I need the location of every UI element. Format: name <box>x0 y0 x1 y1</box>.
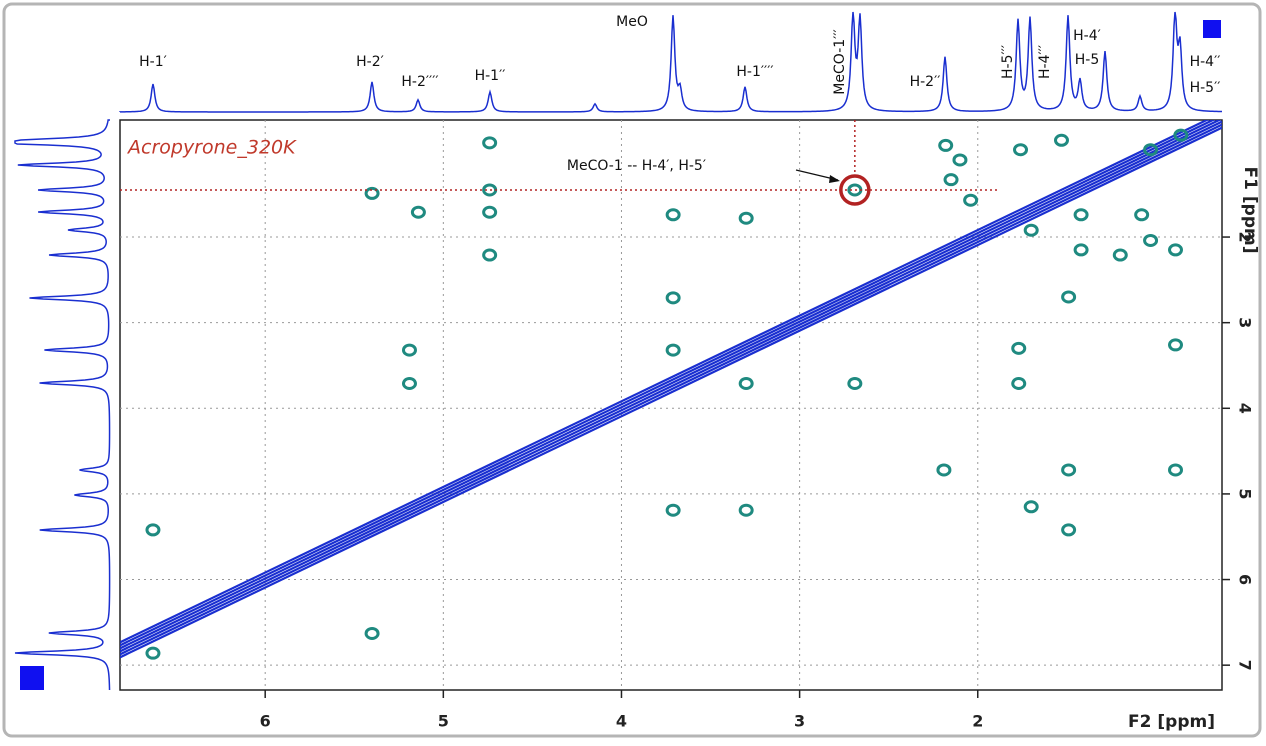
cross-peak <box>401 376 417 390</box>
y-axis-label: F1 [ppm] <box>1240 167 1260 254</box>
cross-peak <box>410 205 426 219</box>
cross-peak <box>938 138 954 152</box>
cross-peak <box>738 503 754 517</box>
arrowhead <box>829 175 840 183</box>
peak-label: H-5′′′ <box>1000 45 1016 79</box>
cross-peak <box>1073 208 1089 222</box>
peak-label: H-4′′′ <box>1037 45 1053 79</box>
corner-square <box>20 666 44 690</box>
cross-peak <box>936 463 952 477</box>
cross-peak <box>482 136 498 150</box>
cross-peak <box>952 153 968 167</box>
cross-peak <box>1168 338 1184 352</box>
cross-peak <box>145 646 161 660</box>
annotation: MeCO-1 -- H-4′, H-5′ <box>567 158 706 174</box>
y-tick-label: 7 <box>1236 660 1255 671</box>
peak-label: H-2′′′′ <box>401 74 438 90</box>
cross-peak <box>1011 376 1027 390</box>
y-tick-label: 4 <box>1236 403 1255 414</box>
cross-peak <box>1173 128 1189 142</box>
cross-peak <box>738 376 754 390</box>
x-axis-label: F2 [ppm] <box>1128 712 1215 732</box>
plot-layer <box>120 120 1222 660</box>
peak-label: H-2′′ <box>910 74 941 90</box>
diagonal <box>120 120 1222 653</box>
x-tick-label: 4 <box>616 712 627 731</box>
peak-label: H-2′ <box>356 54 384 70</box>
peak-label: H-1′ <box>139 54 167 70</box>
corner-square <box>1203 20 1221 38</box>
cross-peak <box>665 291 681 305</box>
cross-peak <box>665 343 681 357</box>
x-tick-label: 3 <box>794 712 805 731</box>
spectrum-1d-top <box>119 11 1223 113</box>
cross-peak <box>1023 223 1039 237</box>
diagonal <box>120 126 1222 659</box>
cross-peak <box>482 248 498 262</box>
cross-peak <box>1168 463 1184 477</box>
cross-peak <box>665 503 681 517</box>
cross-peak <box>482 205 498 219</box>
spectrum-1d-left <box>14 119 111 691</box>
cross-peak <box>364 186 380 200</box>
y-tick-label: 2 <box>1236 231 1255 242</box>
cross-peak <box>1073 243 1089 257</box>
cross-peak <box>665 208 681 222</box>
peak-label: H-5′′ <box>1190 80 1221 96</box>
cross-peak <box>145 523 161 537</box>
cross-peak <box>1011 341 1027 355</box>
cross-peak <box>1023 500 1039 514</box>
x-tick-label: 2 <box>972 712 983 731</box>
peak-label: H-5 <box>1075 52 1100 68</box>
y-tick-label: 5 <box>1236 488 1255 499</box>
diagonal <box>120 120 1210 644</box>
cross-peak <box>1061 463 1077 477</box>
y-tick-label: 3 <box>1236 317 1255 328</box>
y-tick-label: 6 <box>1236 574 1255 585</box>
x-tick-label: 6 <box>260 712 271 731</box>
cross-peak <box>364 626 380 640</box>
diagonal <box>120 123 1222 656</box>
chart-title: Acropyrone_320K <box>126 137 297 159</box>
cross-peak <box>943 173 959 187</box>
highlight-circle <box>839 174 871 206</box>
cross-peak <box>1112 248 1128 262</box>
x-tick-label: 5 <box>438 712 449 731</box>
cross-peak <box>1053 133 1069 147</box>
peak-label: H-1′′′′ <box>736 64 773 80</box>
peak-label: MeCO-1′′′ <box>832 29 848 94</box>
cross-peak <box>847 376 863 390</box>
cross-peak <box>401 343 417 357</box>
cross-peak <box>1061 523 1077 537</box>
cross-peak <box>1168 243 1184 257</box>
peak-label: H-1′′ <box>475 68 506 84</box>
diagonal <box>120 120 1222 650</box>
peak-label: MeO <box>616 14 648 30</box>
diagonal <box>120 120 1216 647</box>
plot-area <box>119 119 1223 691</box>
cross-peak <box>738 211 754 225</box>
cross-peak <box>1143 233 1159 247</box>
cross-peak <box>1061 290 1077 304</box>
cross-peak <box>963 193 979 207</box>
peak-label: H-4′′ <box>1190 54 1221 70</box>
cross-peak <box>1013 143 1029 157</box>
cross-peak <box>1134 208 1150 222</box>
peak-label: H-4′ <box>1073 28 1101 44</box>
cross-peak <box>1143 143 1159 157</box>
